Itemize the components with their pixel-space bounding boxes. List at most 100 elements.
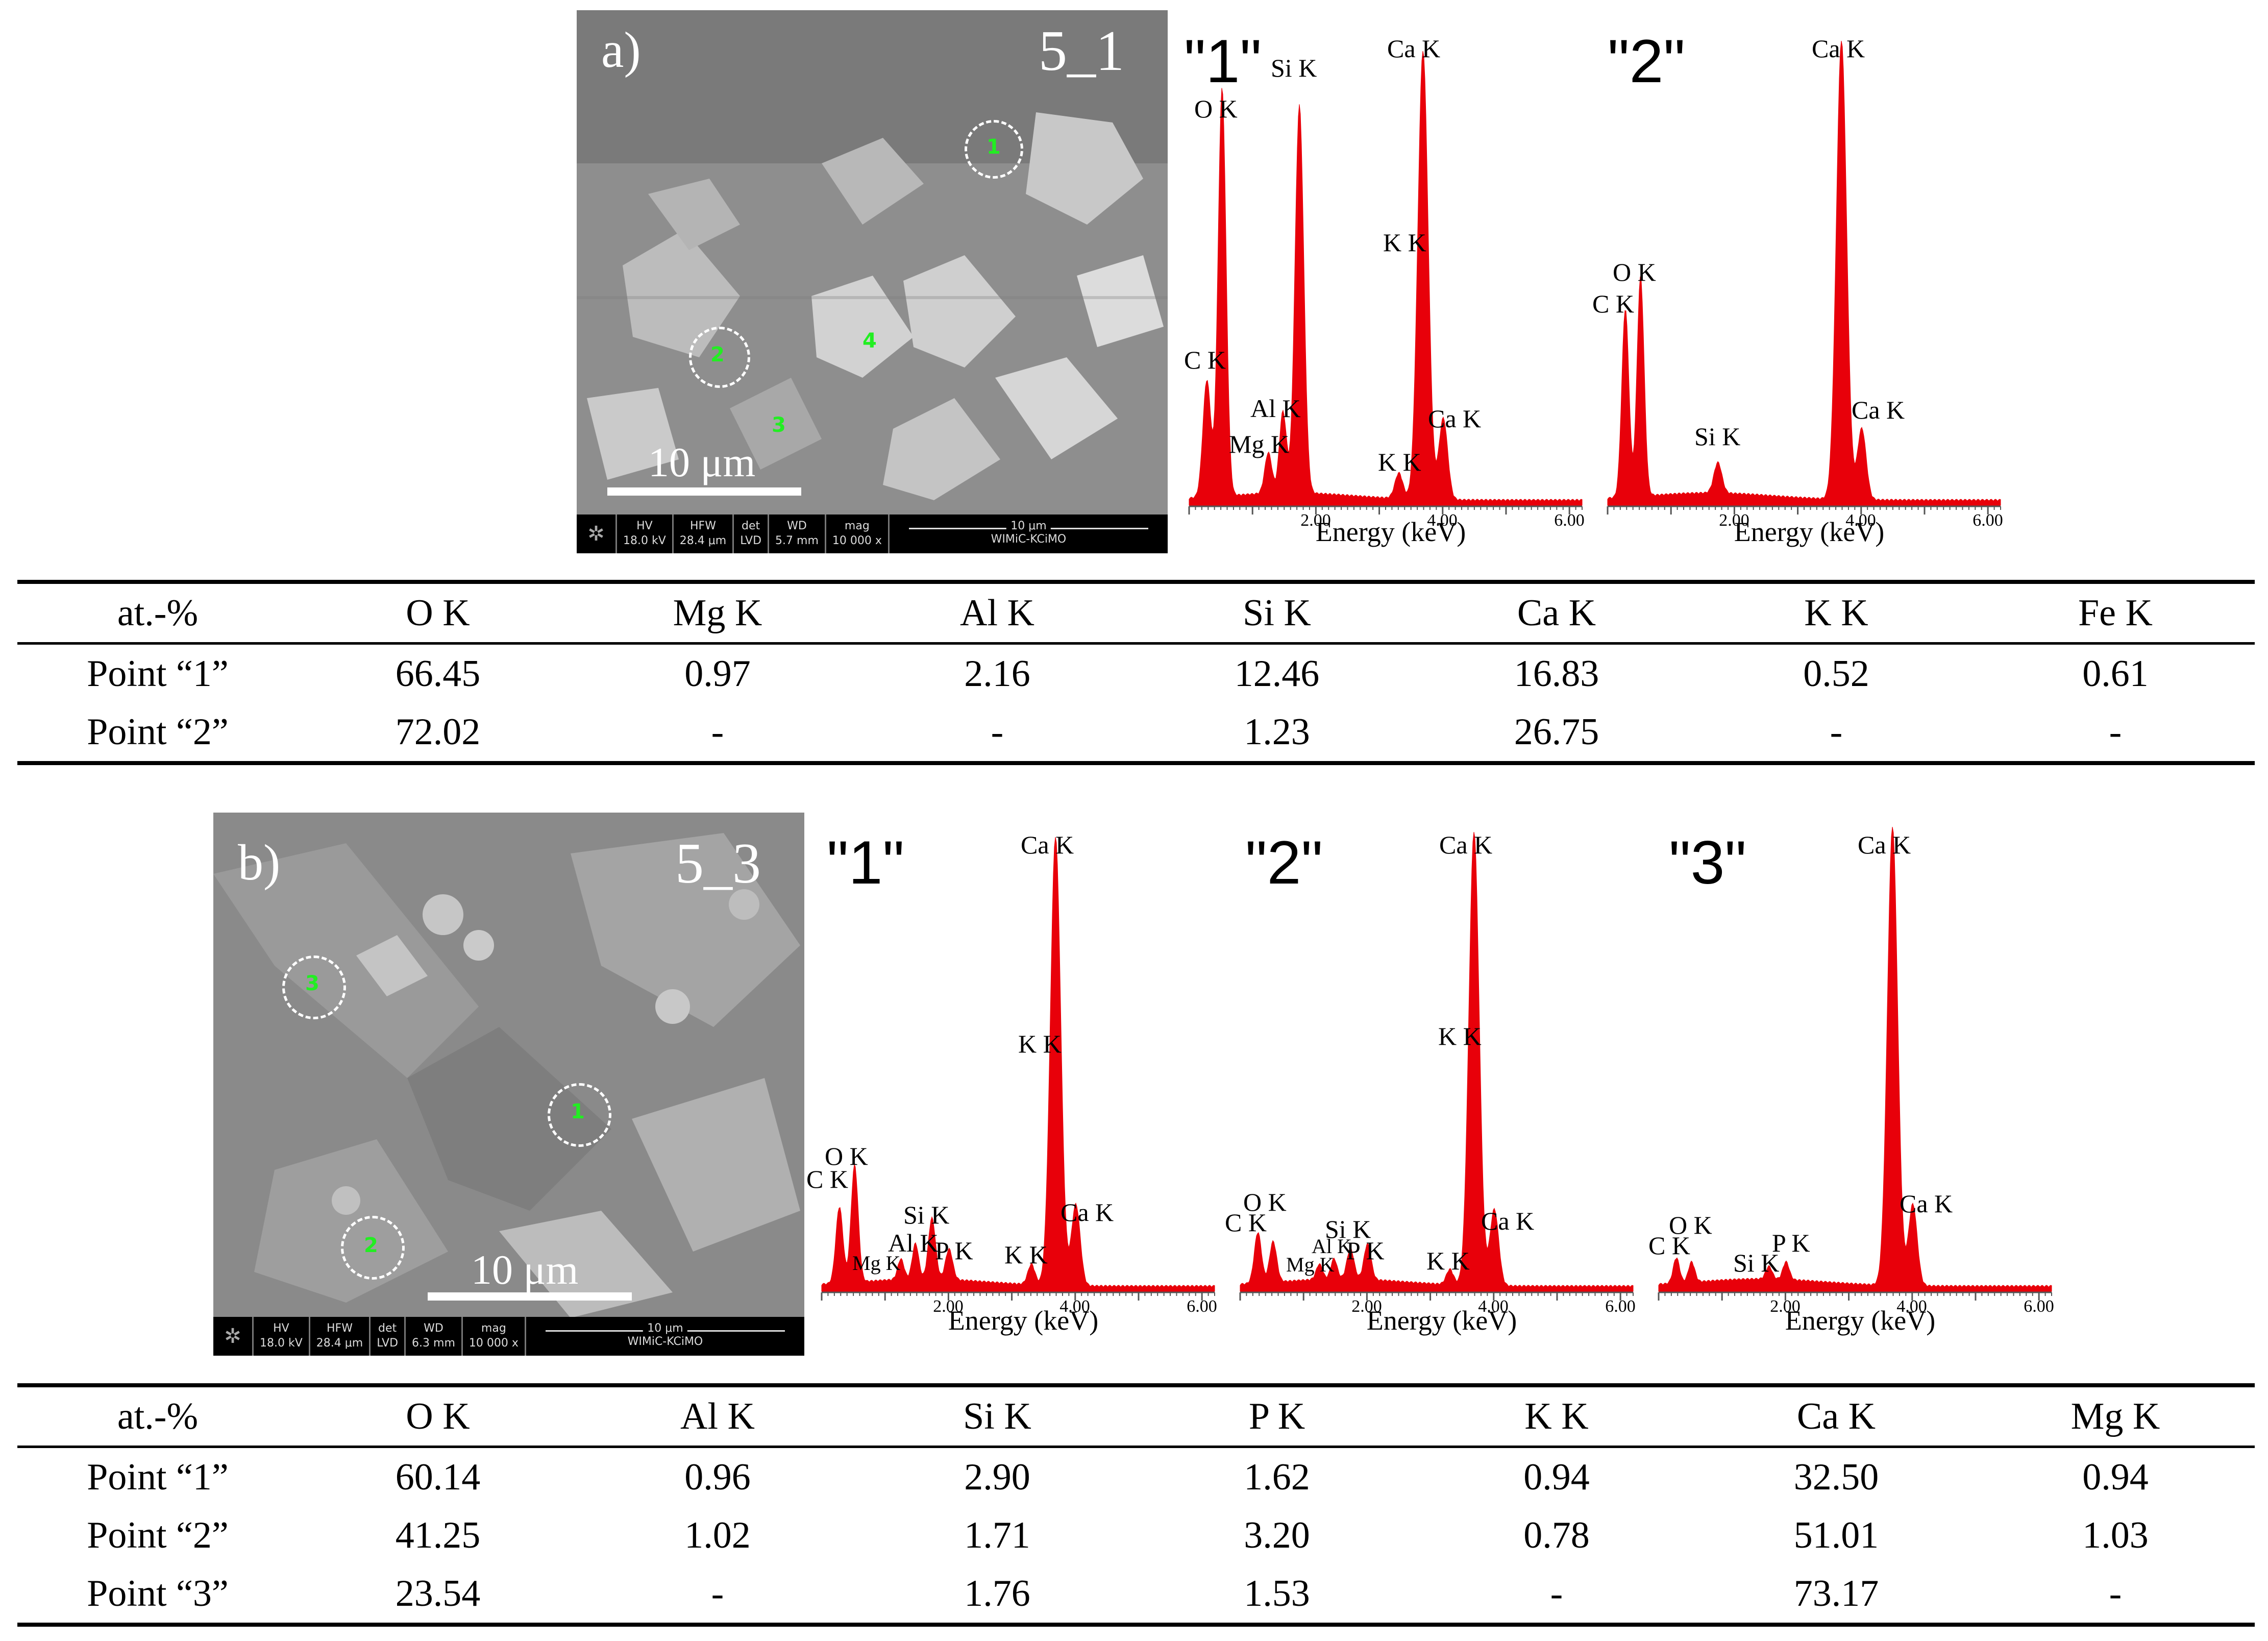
- column-header: at.-%: [17, 1383, 298, 1448]
- table-cell: 1.03: [2082, 1514, 2149, 1556]
- column-header: at.-%: [17, 580, 298, 645]
- databar-mag: mag 10 000 x: [826, 515, 890, 553]
- hfw-label: HFW: [690, 520, 716, 533]
- hv-value: 18.0 kV: [623, 534, 666, 547]
- databar-wd: WD 6.3 mm: [406, 1317, 463, 1356]
- point-circle-2: [341, 1216, 405, 1280]
- peak-label-c: C K: [1592, 289, 1634, 318]
- spectrum-a2: "2" C K O K Si K Ca K Ca K 2.00 4.00 6.0…: [1592, 20, 2011, 551]
- tick-label: 4.00: [1478, 1297, 1509, 1316]
- peak-label-p: P K: [1346, 1236, 1385, 1265]
- spectrum-b3: "3" C K O K Si K P K Ca K Ca K 2.00 4.00…: [1648, 824, 2062, 1355]
- spectrum-title: "1": [827, 828, 904, 897]
- databar-hfw: HFW 28.4 μm: [674, 515, 734, 553]
- point-number-1: 1: [987, 135, 1001, 159]
- tick-label: 4.00: [1427, 511, 1458, 530]
- peak-label-ca: Ca K: [1858, 830, 1911, 859]
- row-label: Point “1”: [87, 653, 229, 695]
- table-row: Point “2” 41.25 1.02 1.71 3.20 0.78 51.0…: [17, 1506, 2255, 1564]
- sample-name: 5_3: [675, 832, 761, 895]
- table-row: Point “1” 66.45 0.97 2.16 12.46 16.83 0.…: [17, 644, 2255, 703]
- peak-label-k-minor: K K: [1426, 1246, 1470, 1275]
- peak-label-c: C K: [806, 1165, 848, 1193]
- sample-name: 5_1: [1039, 19, 1124, 83]
- column-header: Mg K: [578, 580, 857, 645]
- table-cell: 72.02: [298, 703, 578, 765]
- peak-label-k: K K: [1438, 1022, 1482, 1050]
- hv-label: HV: [273, 1322, 289, 1335]
- databar-wd: WD 5.7 mm: [769, 515, 826, 553]
- point-number-3: 3: [772, 413, 786, 437]
- column-header: Si K: [857, 1383, 1137, 1448]
- column-header: O K: [298, 580, 578, 645]
- column-header: Mg K: [1976, 1383, 2255, 1448]
- table-cell: -: [857, 703, 1137, 765]
- tick-label: 6.00: [1973, 511, 2003, 530]
- det-value: LVD: [377, 1337, 399, 1350]
- peak-label-k-minor: K K: [1378, 448, 1421, 476]
- scale-bar-label: 10 μm: [471, 1246, 579, 1293]
- table-cell: 2.90: [964, 1456, 1030, 1498]
- sem-image-a: a) 5_1 1 2 3 4 10 μm ✲ HV 18.0 kV HFW 28.4…: [577, 10, 1168, 553]
- point-circle-3: [282, 956, 346, 1019]
- table-cell: -: [1417, 1564, 1696, 1627]
- scale-bar-label: 10 μm: [648, 439, 756, 485]
- spectrum-title: "2": [1245, 828, 1323, 897]
- databar-det: det LVD: [371, 1317, 406, 1356]
- column-header: K K: [1417, 1383, 1696, 1448]
- peak-label-o: O K: [825, 1142, 868, 1170]
- table-cell: -: [1696, 703, 1976, 765]
- peak-label-o: O K: [1194, 94, 1238, 123]
- table-cell: 0.94: [2082, 1456, 2149, 1498]
- tick-label: 2.00: [1300, 511, 1331, 530]
- tick-label: 2.00: [1770, 1297, 1801, 1316]
- lab-name: WIMiC-KCiMO: [991, 532, 1067, 546]
- table-header-row: at.-% O K Mg K Al K Si K Ca K K K Fe K: [17, 580, 2255, 645]
- column-header: K K: [1696, 580, 1976, 645]
- row-label: Point “2”: [87, 1514, 229, 1556]
- column-header: P K: [1137, 1383, 1417, 1448]
- point-number-2: 2: [710, 343, 725, 366]
- table-cell: 1.23: [1137, 703, 1417, 765]
- peak-label-ca-kb: Ca K: [1852, 396, 1905, 424]
- peak-label-si: Si K: [903, 1201, 950, 1229]
- peak-label-ca-kb: Ca K: [1061, 1198, 1114, 1227]
- table-cell: 32.50: [1793, 1456, 1879, 1498]
- table-cell: 26.75: [1417, 703, 1696, 765]
- point-circle-1: [965, 120, 1023, 179]
- spectrum-trace: [821, 837, 1215, 1292]
- peak-label-ca: Ca K: [1439, 830, 1493, 859]
- peak-label-si: Si K: [1271, 54, 1317, 82]
- databar-hv: HV 18.0 kV: [617, 515, 674, 553]
- hfw-value: 28.4 μm: [679, 534, 727, 547]
- fei-logo-icon: ✲: [213, 1317, 254, 1356]
- databar-scale-label: 10 μm: [643, 1321, 687, 1335]
- column-header: Fe K: [1976, 580, 2255, 645]
- spectrum-title: "3": [1669, 828, 1746, 897]
- panel-label: a): [601, 21, 641, 78]
- spectrum-b3-plot: [1658, 827, 2052, 1301]
- spectrum-b2-plot: [1239, 832, 1634, 1301]
- spectrum-title: "1": [1184, 27, 1262, 95]
- peak-label-mg: Mg K: [852, 1252, 901, 1275]
- x-axis-label: Energy (keV): [948, 1305, 1099, 1336]
- tick-label: 2.00: [933, 1297, 964, 1316]
- row-label: Point “1”: [87, 1456, 229, 1498]
- peak-label-k-minor: K K: [1004, 1240, 1048, 1269]
- table-cell: 0.61: [2082, 653, 2149, 695]
- databar-scale: 10 μm WIMiC-KCiMO: [526, 1317, 804, 1356]
- det-label: det: [378, 1322, 397, 1335]
- point-number-3: 3: [305, 972, 319, 995]
- column-header: Ca K: [1696, 1383, 1976, 1448]
- sem-databar: ✲ HV 18.0 kV HFW 28.4 μm det LVD WD 6.3 mm m…: [213, 1317, 804, 1356]
- table-cell: 41.25: [395, 1514, 481, 1556]
- wd-label: WD: [424, 1322, 443, 1335]
- peak-label-al: Al K: [888, 1229, 939, 1257]
- table-cell: 23.54: [298, 1564, 578, 1627]
- sem-image-b: b) 5_3 1 2 3 10 μm ✲ HV 18.0 kV HFW 28.4 μ…: [213, 813, 804, 1356]
- tick-label: 4.00: [1896, 1297, 1927, 1316]
- table-cell: 16.83: [1514, 653, 1599, 695]
- table-cell: 66.45: [395, 653, 481, 695]
- peak-label-o: O K: [1243, 1188, 1287, 1216]
- spectrum-a1: "1" C K O K Mg K Al K Si K K K Ca K K K …: [1184, 20, 1592, 551]
